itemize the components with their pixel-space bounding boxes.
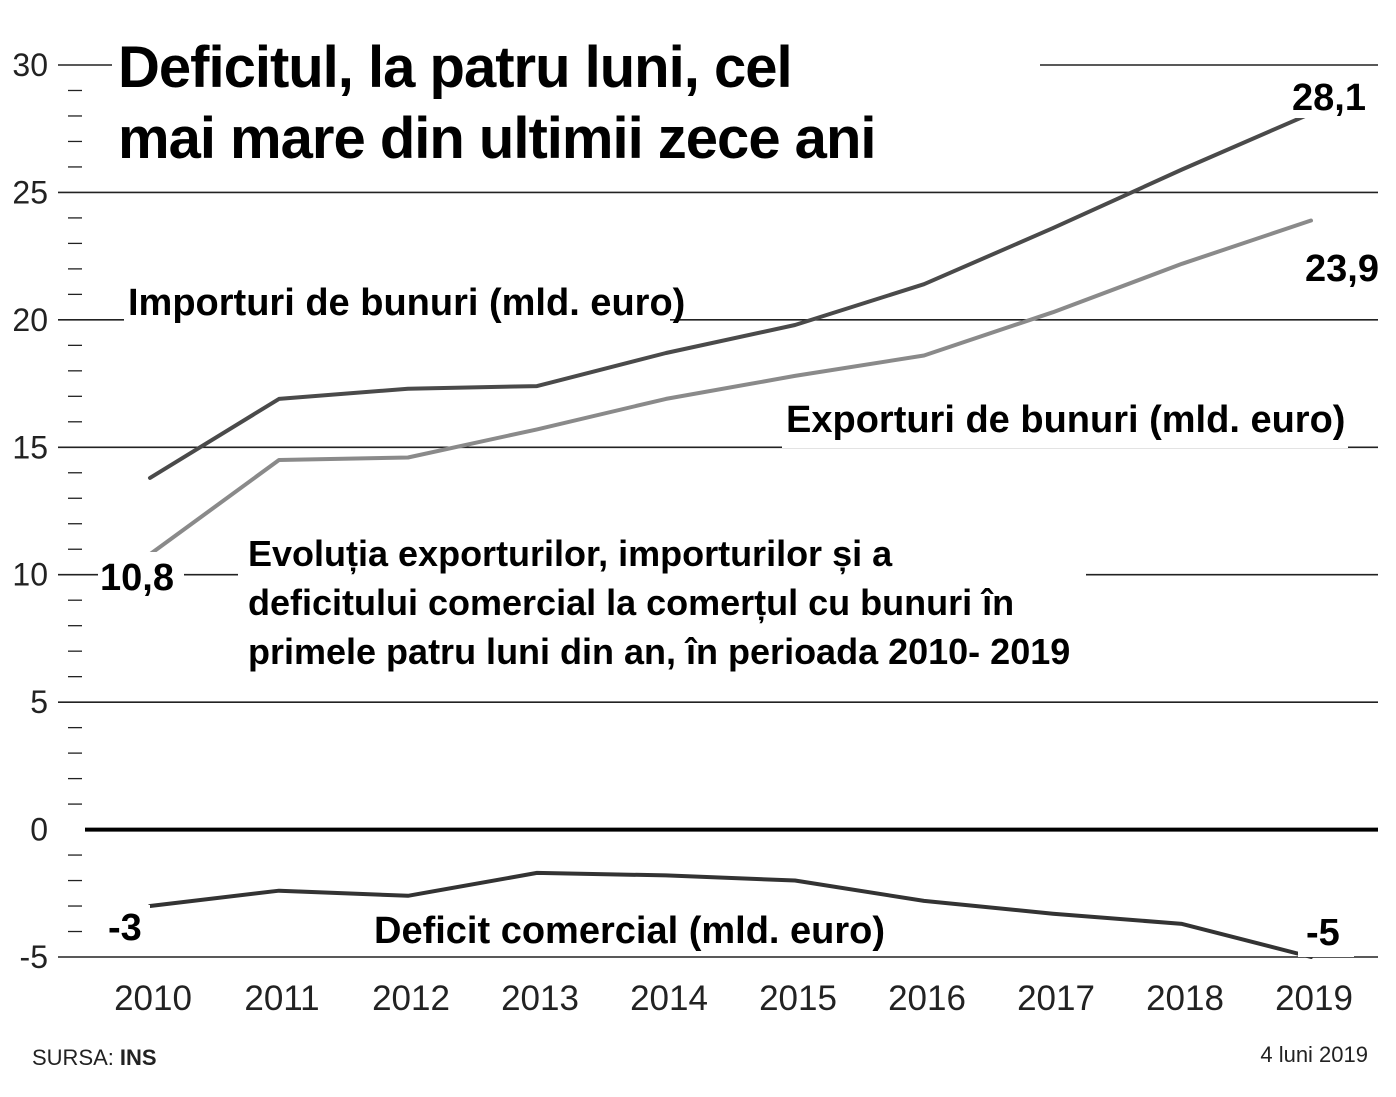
x-tick-label: 2015	[759, 979, 837, 1018]
y-tick-label: 10	[12, 557, 48, 593]
chart-title-line-2: mai mare din ultimii zece ani	[118, 106, 875, 171]
deficit-line	[148, 870, 1313, 959]
exports-end-value-label: 23,9	[1305, 248, 1379, 290]
deficit-label-mask	[370, 900, 870, 955]
exports-label-mask	[782, 393, 1348, 448]
deficit-start-value-label: -3	[108, 907, 142, 949]
source-value: INS	[120, 1045, 157, 1070]
exports-line	[148, 218, 1313, 557]
y-tick-label: 25	[12, 174, 48, 210]
x-tick-label: 2014	[630, 979, 708, 1018]
imports-line	[148, 111, 1313, 480]
x-tick-label: 2012	[372, 979, 450, 1018]
title-mask	[112, 30, 1040, 175]
subtitle-mask	[238, 525, 1086, 675]
x-tick-label: 2011	[244, 979, 319, 1018]
y-tick-label: 20	[12, 302, 48, 338]
imports-end-value-label: 28,1	[1292, 77, 1366, 119]
imports-label-mask	[124, 275, 670, 330]
subtitle-line-1: Evoluția exporturilor, importurilor și a	[248, 533, 893, 575]
chart-title-line-1: Deficitul, la patru luni, cel	[118, 35, 792, 100]
x-axis-labels: 2010 2011 2012 2013 2014 2015 2016 2017 2018 2019	[114, 979, 1353, 1018]
y-axis-labels: 30 25 20 15 10 5 0 -5	[12, 47, 48, 975]
deficit-end-value-label: -5	[1306, 912, 1340, 954]
imports-series-label: Importuri de bunuri (mld. euro)	[128, 282, 685, 324]
imports-end-mask	[1284, 70, 1364, 118]
x-tick-label: 2013	[501, 979, 579, 1018]
x-tick-label: 2010	[114, 979, 192, 1018]
deficit-series-label: Deficit comercial (mld. euro)	[374, 910, 885, 952]
x-tick-label: 2019	[1275, 979, 1353, 1018]
x-tick-label: 2017	[1017, 979, 1095, 1018]
subtitle-line-2: deficitului comercial la comerțul cu bun…	[248, 582, 1014, 624]
x-tick-label: 2018	[1146, 979, 1224, 1018]
exports-series-label: Exporturi de bunuri (mld. euro)	[786, 399, 1345, 441]
source-note: SURSA: INS	[32, 1045, 157, 1070]
series-lines	[148, 111, 1313, 959]
minor-ticks	[68, 89, 82, 933]
exports-start-mask	[98, 552, 184, 597]
exports-start-value-label: 10,8	[100, 557, 174, 599]
y-tick-label: 15	[12, 429, 48, 465]
y-tick-label: -5	[20, 939, 48, 975]
y-tick-label: 0	[30, 812, 48, 848]
exports-end-mask	[1298, 240, 1378, 288]
deficit-start-mask	[100, 905, 150, 950]
y-tick-label: 5	[30, 684, 48, 720]
source-label: SURSA:	[32, 1045, 114, 1070]
subtitle-line-3: primele patru luni din an, în perioada 2…	[248, 631, 1070, 672]
y-tick-label: 30	[12, 47, 48, 83]
date-note: 4 luni 2019	[1260, 1042, 1368, 1067]
deficit-end-mask	[1298, 905, 1354, 957]
grid-lines	[58, 64, 1378, 958]
x-tick-label: 2016	[888, 979, 966, 1018]
